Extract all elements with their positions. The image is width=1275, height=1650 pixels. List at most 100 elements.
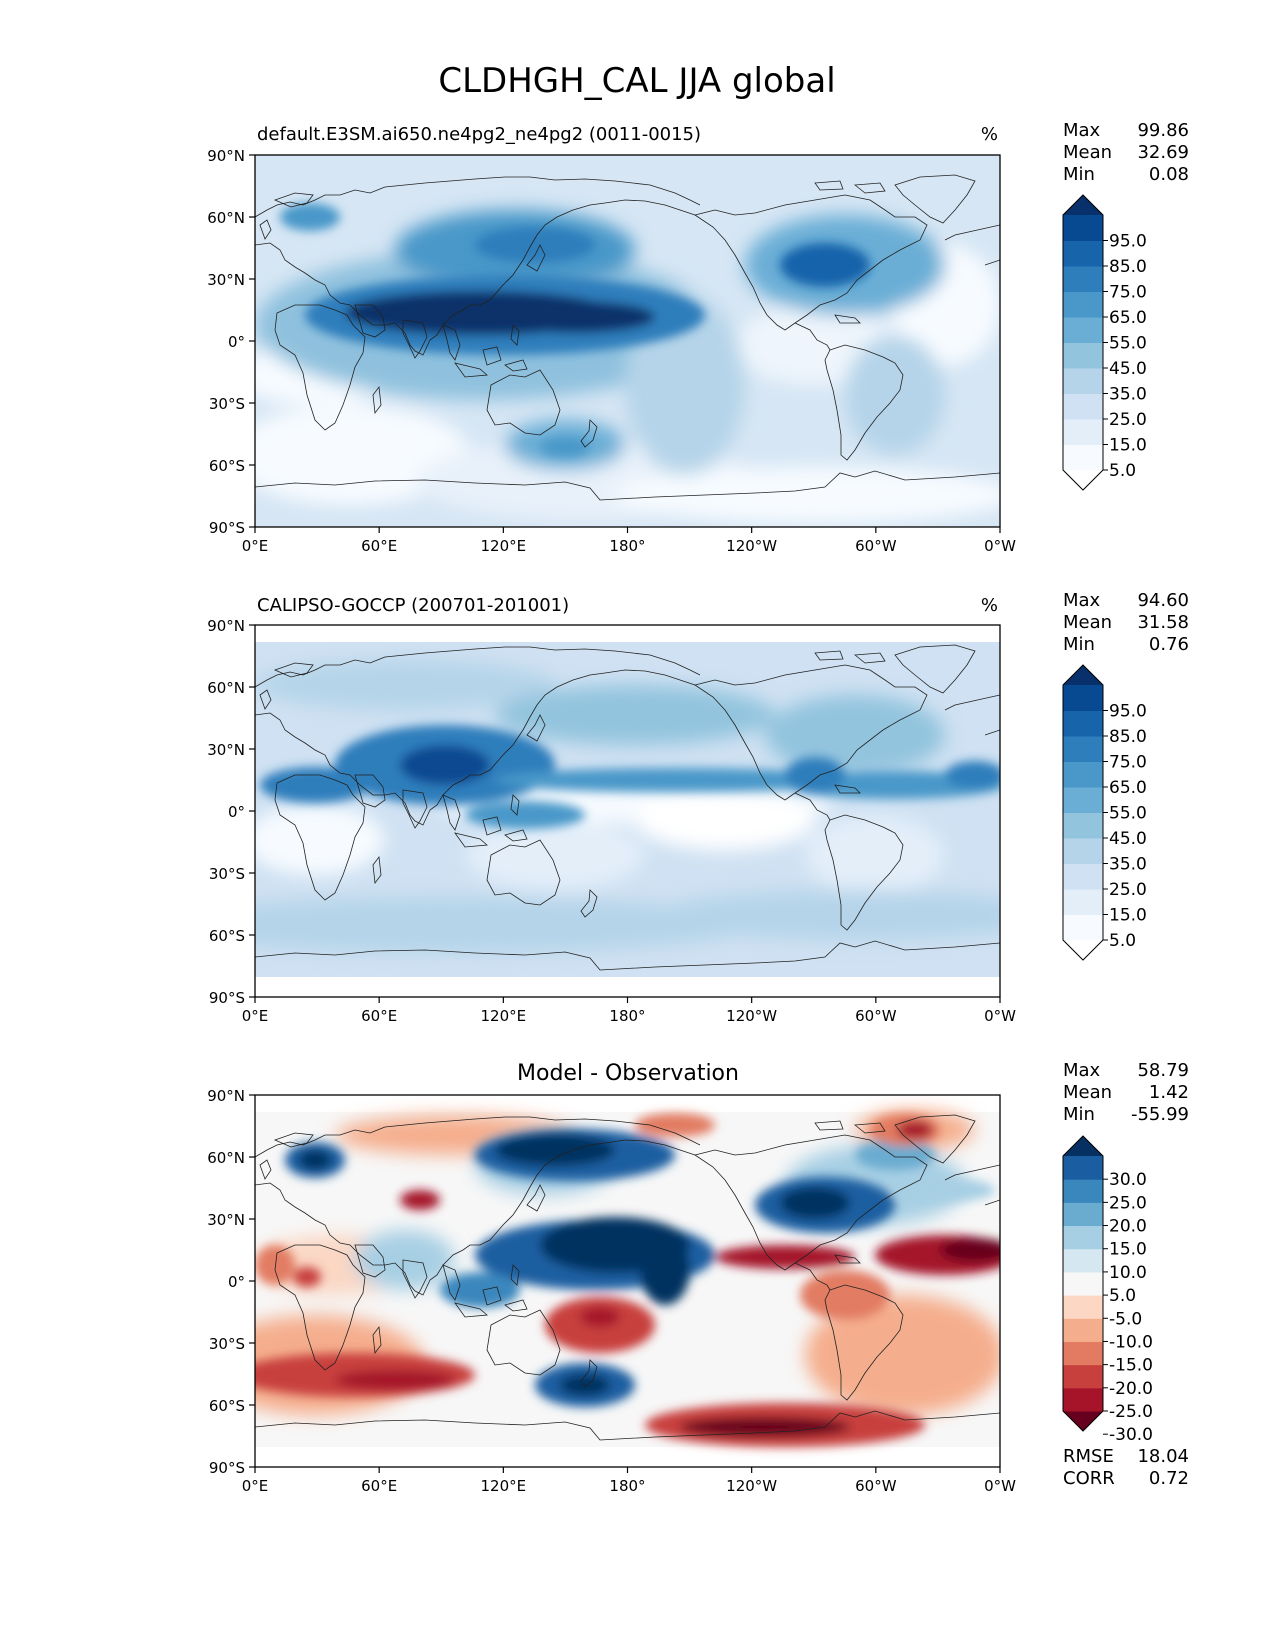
colorbar-label: 55.0 (1109, 334, 1147, 354)
colorbar-segment (1063, 1179, 1103, 1203)
stat-value: 0.08 (1149, 164, 1189, 185)
lat-tick-label: 90°S (209, 989, 245, 1007)
colorbar-segment (1063, 368, 1103, 394)
lon-tick-label: 60°E (361, 1007, 397, 1025)
colorbar-segment (1063, 393, 1103, 420)
stat-value: 58.79 (1137, 1060, 1189, 1081)
lat-tick-label: 90°N (207, 1087, 245, 1105)
colorbar-extend-high (1063, 195, 1103, 215)
lat-tick-label: 0° (228, 1273, 245, 1291)
lon-tick-label: 180° (609, 537, 645, 555)
colorbar: 95.0 85.0 75.0 65.0 55.0 45.0 35.0 25.0 15.0 5.0 (1062, 664, 1147, 961)
colorbar-segment (1063, 863, 1103, 890)
stat-label: Mean (1063, 1082, 1112, 1103)
panel-difference: Model - Observation (207, 1060, 1189, 1495)
stat-value: 32.69 (1137, 142, 1189, 163)
colorbar-label: 55.0 (1109, 804, 1147, 824)
panel-title: default.E3SM.ai650.ne4pg2_ne4pg2 (0011-0… (257, 124, 701, 145)
lat-tick-label: 60°S (209, 457, 245, 475)
colorbar-label: 75.0 (1109, 283, 1147, 303)
colorbar-label: 25.0 (1109, 1193, 1147, 1213)
colorbar-label: -5.0 (1109, 1309, 1142, 1329)
colorbar-extend-high (1063, 665, 1103, 685)
stat-label: Min (1063, 634, 1095, 655)
lat-tick-label: 30°S (209, 395, 245, 413)
colorbar-label: 5.0 (1109, 931, 1136, 951)
lat-tick-label: 30°S (209, 865, 245, 883)
colorbar-label: 15.0 (1109, 436, 1147, 456)
colorbar-outline (1062, 194, 1104, 491)
lon-tick-label: 60°W (855, 1007, 897, 1025)
colorbar-label: 35.0 (1109, 855, 1147, 875)
colorbar-label: -20.0 (1109, 1379, 1153, 1399)
map-field (255, 625, 1000, 997)
lon-tick-label: 180° (609, 1007, 645, 1025)
colorbar-label: -15.0 (1109, 1356, 1153, 1376)
figure-title: CLDHGH_CAL JJA global (438, 61, 835, 101)
stats-block: Max 94.60 Mean 31.58 Min 0.76 (1063, 590, 1189, 655)
colorbar-outline (1062, 1135, 1104, 1432)
colorbar-segment (1063, 787, 1103, 813)
lat-tick-label: 30°S (209, 1335, 245, 1353)
colorbar-segment (1063, 444, 1103, 471)
colorbar-extend-high (1063, 1136, 1103, 1156)
colorbar-label: 85.0 (1109, 257, 1147, 277)
lon-tick-label: 60°W (855, 537, 897, 555)
stats-block: Max 99.86 Mean 32.69 Min 0.08 (1063, 120, 1189, 185)
lon-tick-label: 120°W (726, 1477, 777, 1495)
lon-tick-label: 0°E (242, 537, 269, 555)
lat-tick-label: 60°S (209, 1397, 245, 1415)
lat-tick-label: 30°N (207, 741, 245, 759)
lon-tick-label: 120°W (726, 537, 777, 555)
stat-value: 0.72 (1149, 1468, 1189, 1489)
stat-label: Max (1063, 590, 1101, 611)
colorbar-segment (1063, 1156, 1103, 1180)
colorbar-segment (1063, 812, 1103, 839)
colorbar-segment (1063, 1341, 1103, 1366)
colorbar-label: 30.0 (1109, 1170, 1147, 1190)
skill-scores: RMSE 18.04 CORR 0.72 (1063, 1446, 1189, 1489)
colorbar-segment (1063, 1225, 1103, 1250)
lat-tick-label: 90°S (209, 1459, 245, 1477)
colorbar-label: 95.0 (1109, 702, 1147, 722)
lon-tick-label: 180° (609, 1477, 645, 1495)
colorbar-segment (1063, 761, 1103, 788)
colorbar-segment (1063, 914, 1103, 941)
lat-tick-label: 90°S (209, 519, 245, 537)
colorbar-label: 95.0 (1109, 232, 1147, 252)
colorbar-label: 65.0 (1109, 308, 1147, 328)
colorbar-extend-low (1063, 940, 1103, 960)
colorbar-segment (1063, 889, 1103, 915)
lon-tick-label: 60°W (855, 1477, 897, 1495)
colorbar-segment (1063, 419, 1103, 445)
colorbar-label: 45.0 (1109, 829, 1147, 849)
lat-tick-label: 0° (228, 803, 245, 821)
colorbar-segment (1063, 1271, 1103, 1296)
colorbar-label: 75.0 (1109, 753, 1147, 773)
lon-tick-label: 0°E (242, 1007, 269, 1025)
lon-tick-label: 60°E (361, 537, 397, 555)
lat-tick-label: 60°N (207, 1149, 245, 1167)
stat-value: 1.42 (1149, 1082, 1189, 1103)
colorbar-segment (1063, 1387, 1103, 1412)
stat-label: Mean (1063, 612, 1112, 633)
lat-tick-label: 30°N (207, 271, 245, 289)
colorbar-outline (1062, 664, 1104, 961)
lat-tick-label: 0° (228, 333, 245, 351)
colorbar-label: 15.0 (1109, 1240, 1147, 1260)
colorbar-segment (1063, 1364, 1103, 1389)
stat-value: 94.60 (1137, 590, 1189, 611)
units-label: % (981, 124, 998, 145)
colorbar-segment (1063, 266, 1103, 292)
colorbar-segment (1063, 317, 1103, 343)
colorbar-segment (1063, 240, 1103, 267)
stat-label: Mean (1063, 142, 1112, 163)
colorbar: 30.0 25.0 20.0 15.0 10.0 5.0 -5.0 -10.0 -15.0 -20… (1062, 1135, 1153, 1445)
map-field (255, 1095, 1000, 1467)
panel-model: default.E3SM.ai650.ne4pg2_ne4pg2 (0011-0… (207, 120, 1189, 555)
colorbar-extend-low (1063, 1411, 1103, 1431)
colorbar-label: 5.0 (1109, 461, 1136, 481)
lon-tick-label: 0°W (984, 1477, 1016, 1495)
colorbar-segment (1063, 1202, 1103, 1227)
